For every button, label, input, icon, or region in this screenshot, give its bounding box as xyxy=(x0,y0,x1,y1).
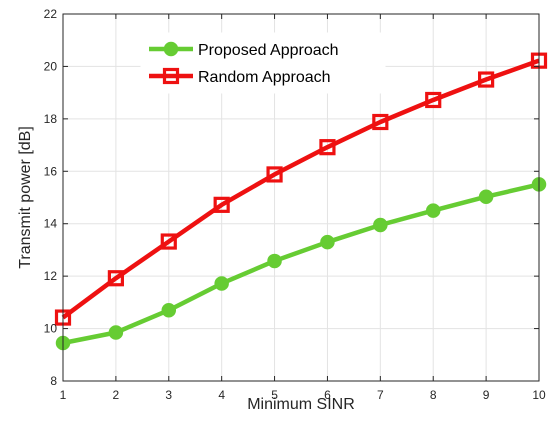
y-tick-label: 10 xyxy=(44,322,58,336)
y-tick-label: 22 xyxy=(44,7,58,21)
data-point xyxy=(319,139,336,156)
data-point xyxy=(372,113,389,131)
x-axis-title: Minimum SINR xyxy=(247,396,355,413)
legend-box xyxy=(140,32,386,94)
y-tick-label: 20 xyxy=(44,59,58,73)
legend: Proposed Approach Random Approach xyxy=(140,32,386,94)
x-tick-label: 5 xyxy=(271,388,278,402)
x-tick-label: 9 xyxy=(483,388,490,402)
x-tick-label: 3 xyxy=(165,388,172,402)
x-tick-label: 6 xyxy=(324,388,331,402)
series-line xyxy=(62,182,540,346)
x-tick-label: 10 xyxy=(532,388,546,402)
data-point xyxy=(267,253,282,269)
x-tick-label: 4 xyxy=(218,388,225,402)
legend-label: Random Approach xyxy=(198,69,331,86)
data-point xyxy=(478,71,495,88)
data-point xyxy=(213,196,230,213)
data-point xyxy=(107,270,124,287)
y-tick-label: 14 xyxy=(44,217,58,231)
legend-entry: Random Approach xyxy=(149,67,331,86)
data-point xyxy=(425,91,442,109)
x-tick-label: 7 xyxy=(377,388,384,402)
legend-marker xyxy=(163,41,179,57)
legend-entry: Proposed Approach xyxy=(149,41,339,59)
data-point xyxy=(320,234,335,250)
x-tick-label: 8 xyxy=(430,388,437,402)
x-tick-label: 2 xyxy=(113,388,120,402)
data-point xyxy=(425,203,441,218)
y-axis-title: Transmit power [dB] xyxy=(17,126,34,269)
series-layer xyxy=(54,52,548,351)
data-point xyxy=(108,325,124,340)
y-tick-label: 16 xyxy=(44,164,58,178)
series-line xyxy=(61,58,540,320)
plot-frame xyxy=(62,13,540,382)
data-point xyxy=(160,233,177,250)
data-point xyxy=(161,302,177,318)
y-tick-label: 18 xyxy=(44,112,58,126)
legend-label: Proposed Approach xyxy=(198,42,339,59)
data-point xyxy=(478,189,494,204)
series-circle xyxy=(55,177,547,351)
series-square xyxy=(54,52,548,326)
y-tick-label: 12 xyxy=(44,269,58,283)
data-point xyxy=(373,217,388,233)
x-tick-label: 1 xyxy=(60,388,67,402)
data-point xyxy=(266,166,283,183)
y-tick-label: 8 xyxy=(50,374,57,388)
data-point xyxy=(214,276,229,291)
legend-marker xyxy=(162,67,180,85)
